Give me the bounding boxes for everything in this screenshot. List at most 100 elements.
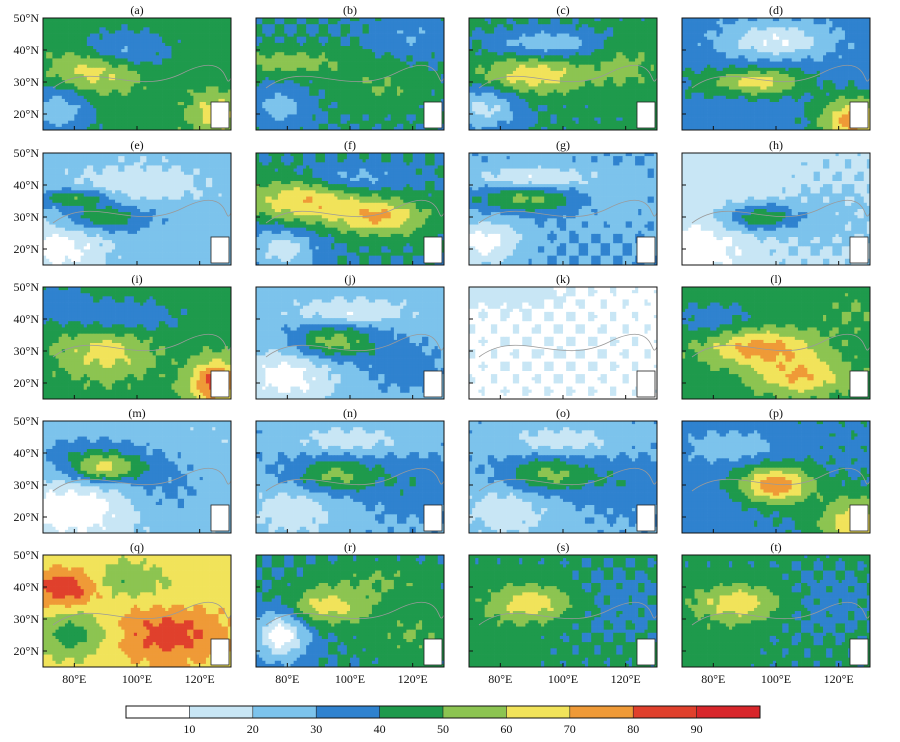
field-cell (206, 30, 209, 33)
field-cell (156, 37, 159, 40)
field-cell (206, 52, 209, 55)
field-cell (115, 43, 118, 46)
field-cell (197, 102, 200, 105)
field-cell (150, 24, 153, 27)
field-cell (87, 62, 90, 65)
field-cell (212, 27, 215, 30)
field-cell (68, 24, 71, 27)
field-cell (93, 90, 96, 93)
field-cell (77, 105, 80, 108)
field-cell (137, 77, 140, 80)
field-cell (103, 86, 106, 89)
field-cell (81, 77, 84, 80)
field-cell (118, 77, 121, 80)
field-cell (68, 62, 71, 65)
field-cell (84, 34, 87, 37)
field-cell (146, 27, 149, 30)
field-cell (96, 43, 99, 46)
field-cell (184, 86, 187, 89)
field-cell (203, 93, 206, 96)
field-cell (165, 68, 168, 71)
field-cell (190, 34, 193, 37)
field-cell (52, 55, 55, 58)
field-cell (187, 58, 190, 61)
field-cell (90, 71, 93, 74)
field-cell (71, 86, 74, 89)
field-cell (159, 24, 162, 27)
field-cell (218, 49, 221, 52)
field-cell (99, 96, 102, 99)
field-cell (171, 49, 174, 52)
field-cell (93, 18, 96, 21)
field-cell (181, 77, 184, 80)
field-cell (156, 108, 159, 111)
field-cell (212, 46, 215, 49)
field-cell (137, 68, 140, 71)
field-cell (87, 86, 90, 89)
field-cell (175, 80, 178, 83)
field-cell (115, 27, 118, 30)
field-cell (150, 68, 153, 71)
field-cell (118, 105, 121, 108)
field-cell (68, 40, 71, 43)
field-cell (49, 74, 52, 77)
field-cell (140, 52, 143, 55)
field-cell (56, 58, 59, 61)
field-cell (106, 96, 109, 99)
field-cell (115, 68, 118, 71)
field-cell (181, 105, 184, 108)
field-cell (218, 77, 221, 80)
field-cell (112, 111, 115, 114)
field-cell (162, 90, 165, 93)
field-cell (193, 58, 196, 61)
field-cell (137, 65, 140, 68)
field-cell (206, 37, 209, 40)
field-cell (109, 52, 112, 55)
field-cell (128, 58, 131, 61)
field-cell (87, 108, 90, 111)
field-cell (178, 102, 181, 105)
field-cell (74, 37, 77, 40)
field-cell (222, 52, 225, 55)
field-cell (56, 105, 59, 108)
field-cell (65, 83, 68, 86)
field-cell (143, 18, 146, 21)
field-cell (115, 105, 118, 108)
field-cell (56, 46, 59, 49)
field-cell (99, 27, 102, 30)
field-cell (71, 34, 74, 37)
field-cell (77, 86, 80, 89)
field-cell (222, 40, 225, 43)
field-cell (171, 62, 174, 65)
field-cell (131, 30, 134, 33)
field-cell (143, 102, 146, 105)
field-cell (87, 74, 90, 77)
field-cell (146, 55, 149, 58)
field-cell (184, 30, 187, 33)
field-cell (162, 40, 165, 43)
field-cell (168, 49, 171, 52)
field-cell (49, 83, 52, 86)
field-cell (200, 46, 203, 49)
field-cell (137, 24, 140, 27)
field-cell (46, 30, 49, 33)
field-cell (46, 105, 49, 108)
field-cell (156, 65, 159, 68)
field-cell (84, 43, 87, 46)
field-cell (52, 40, 55, 43)
field-cell (99, 102, 102, 105)
field-cell (222, 34, 225, 37)
field-cell (153, 30, 156, 33)
field-cell (197, 71, 200, 74)
field-cell (193, 52, 196, 55)
field-cell (65, 74, 68, 77)
field-cell (212, 68, 215, 71)
field-cell (165, 62, 168, 65)
field-cell (203, 71, 206, 74)
field-cell (87, 37, 90, 40)
field-cell (137, 62, 140, 65)
field-cell (124, 108, 127, 111)
field-cell (84, 65, 87, 68)
field-cell (112, 34, 115, 37)
field-cell (131, 18, 134, 21)
